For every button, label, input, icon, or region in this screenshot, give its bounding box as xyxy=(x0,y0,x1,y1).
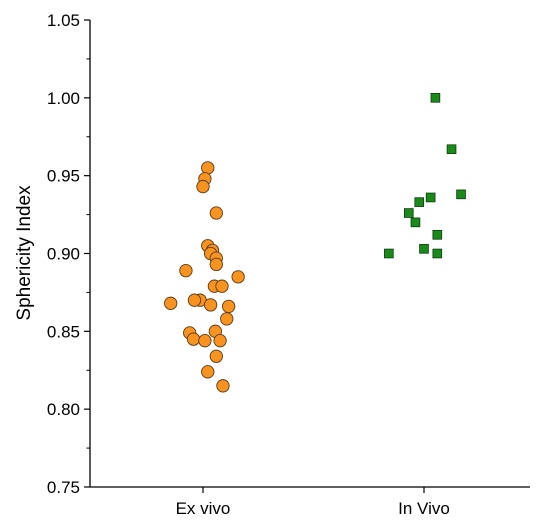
ex-vivo-point xyxy=(186,332,201,346)
in-vivo-point xyxy=(432,248,443,259)
x-tick-label: Ex vivo xyxy=(176,499,231,518)
ex-vivo-point xyxy=(209,257,223,272)
ex-vivo-point xyxy=(179,263,193,278)
ex-vivo-point xyxy=(221,299,236,314)
in-vivo-point xyxy=(410,217,421,228)
y-axis-title: Sphericity Index xyxy=(14,185,35,321)
ex-vivo-point xyxy=(216,379,230,393)
ex-vivo-point xyxy=(209,349,223,363)
in-vivo-point xyxy=(432,230,443,240)
ex-vivo-point xyxy=(220,312,234,326)
y-tick-label: 1.00 xyxy=(47,89,80,108)
in-vivo-point xyxy=(414,197,425,207)
in-vivo-point xyxy=(446,144,457,155)
data-points xyxy=(164,93,466,393)
y-tick-label: 0.95 xyxy=(47,167,80,186)
ex-vivo-point xyxy=(201,161,215,175)
in-vivo-point xyxy=(456,189,466,200)
ex-vivo-point xyxy=(213,334,227,348)
in-vivo-point xyxy=(403,208,414,218)
y-tick-label: 0.80 xyxy=(47,400,80,419)
axes xyxy=(89,20,530,488)
in-vivo-point xyxy=(425,192,436,203)
x-tick-label: In Vivo xyxy=(398,499,450,518)
ex-vivo-point xyxy=(187,293,202,307)
in-vivo-point xyxy=(430,93,441,103)
in-vivo-point xyxy=(384,248,394,259)
ex-vivo-point xyxy=(209,206,223,220)
y-tick-label: 1.05 xyxy=(47,11,80,30)
ex-vivo-point xyxy=(201,365,215,379)
ex-vivo-point xyxy=(164,296,178,310)
ex-vivo-point xyxy=(215,279,229,293)
y-tick-label: 0.85 xyxy=(47,322,80,341)
x-ticks: Ex vivo In Vivo xyxy=(176,487,450,518)
y-tick-label: 0.90 xyxy=(47,245,80,264)
y-ticks: 0.75 0.80 0.85 0.90 0.95 1.00 1.05 xyxy=(47,11,90,497)
ex-vivo-point xyxy=(196,179,210,194)
ex-vivo-point xyxy=(198,334,212,348)
in-vivo-point xyxy=(419,244,429,254)
ex-vivo-point xyxy=(203,298,218,312)
ex-vivo-point xyxy=(231,270,245,284)
y-tick-label: 0.75 xyxy=(47,478,80,497)
